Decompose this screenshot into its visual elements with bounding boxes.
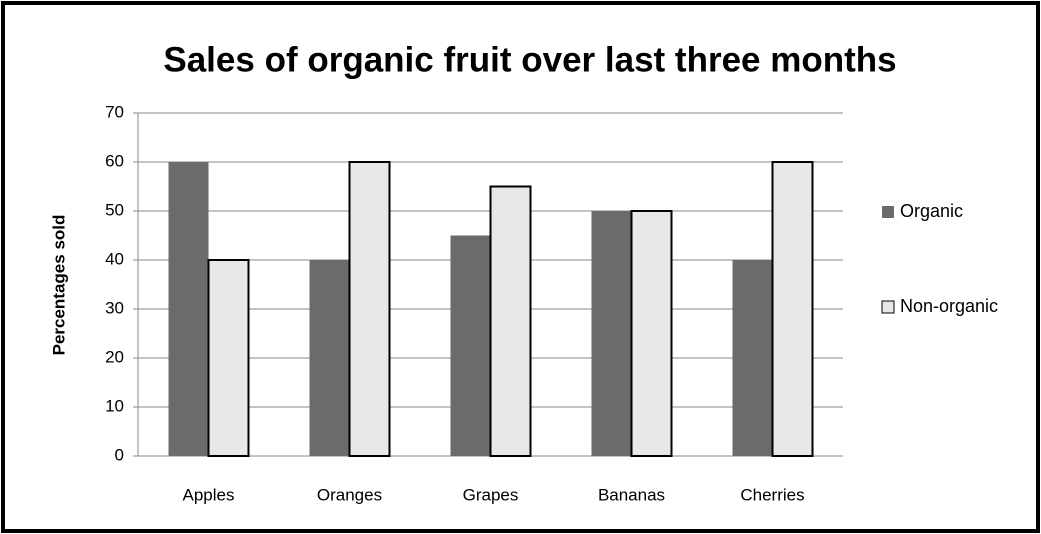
bar [309,260,350,456]
x-tick-label: Apples [183,485,235,504]
bar [207,259,250,457]
y-tick-label: 50 [105,200,124,219]
legend-swatch [882,206,894,218]
y-tick-label: 30 [105,298,124,317]
bar [168,162,209,456]
legend-label: Organic [900,201,963,221]
bar [630,210,673,457]
chart-title: Sales of organic fruit over last three m… [163,40,896,79]
y-tick-label: 10 [105,396,124,415]
y-tick-label: 70 [105,102,124,121]
legend-label: Non-organic [900,296,998,316]
bar [771,161,814,457]
y-tick-label: 0 [115,445,124,464]
legend-swatch [881,300,895,314]
y-tick-label: 20 [105,347,124,366]
bar [591,211,632,456]
bar [489,185,532,457]
bar [732,260,773,456]
bar [348,161,391,457]
y-axis-label: Percentages sold [49,215,68,356]
x-tick-label: Grapes [463,485,519,504]
y-tick-label: 40 [105,249,124,268]
x-tick-label: Bananas [598,485,665,504]
y-tick-label: 60 [105,151,124,170]
x-tick-label: Cherries [740,485,804,504]
bar [450,235,491,456]
x-tick-label: Oranges [317,485,382,504]
